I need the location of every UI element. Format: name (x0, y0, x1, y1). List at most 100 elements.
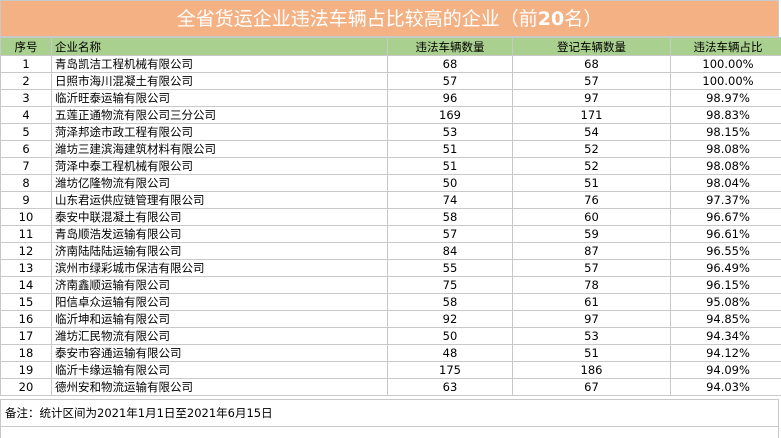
cell-registered-count[interactable]: 97 (512, 310, 671, 328)
cell-index[interactable]: 1 (0, 55, 52, 73)
cell-index[interactable]: 6 (0, 140, 52, 158)
cell-index[interactable]: 16 (0, 310, 52, 328)
cell-index[interactable]: 9 (0, 191, 52, 209)
cell-index[interactable]: 11 (0, 225, 52, 243)
cell-violation-count[interactable]: 57 (387, 72, 513, 90)
cell-violation-count[interactable]: 50 (387, 327, 513, 345)
cell-violation-ratio[interactable]: 98.83% (670, 106, 781, 124)
cell-violation-ratio[interactable]: 94.34% (670, 327, 781, 345)
cell-violation-ratio[interactable]: 96.61% (670, 225, 781, 243)
cell-company-name[interactable]: 潍坊亿隆物流有限公司 (51, 174, 388, 192)
cell-company-name[interactable]: 山东君运供应链管理有限公司 (51, 191, 388, 209)
cell-company-name[interactable]: 日照市海川混凝土有限公司 (51, 72, 388, 90)
cell-violation-count[interactable]: 51 (387, 157, 513, 175)
cell-company-name[interactable]: 泰安市容通运输有限公司 (51, 344, 388, 362)
cell-company-name[interactable]: 临沂旺泰运输有限公司 (51, 89, 388, 107)
cell-violation-ratio[interactable]: 94.12% (670, 344, 781, 362)
cell-violation-ratio[interactable]: 98.97% (670, 89, 781, 107)
cell-company-name[interactable]: 临沂坤和运输有限公司 (51, 310, 388, 328)
cell-registered-count[interactable]: 76 (512, 191, 671, 209)
cell-violation-count[interactable]: 58 (387, 293, 513, 311)
cell-violation-count[interactable]: 68 (387, 55, 513, 73)
cell-registered-count[interactable]: 78 (512, 276, 671, 294)
cell-violation-ratio[interactable]: 96.15% (670, 276, 781, 294)
cell-index[interactable]: 14 (0, 276, 52, 294)
cell-registered-count[interactable]: 67 (512, 378, 671, 396)
cell-violation-count[interactable]: 48 (387, 344, 513, 362)
header-company-name[interactable]: 企业名称 (51, 37, 388, 56)
cell-violation-ratio[interactable]: 97.37% (670, 191, 781, 209)
cell-violation-count[interactable]: 51 (387, 140, 513, 158)
cell-violation-ratio[interactable]: 98.08% (670, 157, 781, 175)
cell-violation-count[interactable]: 63 (387, 378, 513, 396)
cell-violation-count[interactable]: 74 (387, 191, 513, 209)
header-registered-count[interactable]: 登记车辆数量 (512, 37, 671, 56)
cell-violation-count[interactable]: 175 (387, 361, 513, 379)
header-index[interactable]: 序号 (0, 37, 52, 56)
cell-company-name[interactable]: 菏泽邦途市政工程有限公司 (51, 123, 388, 141)
cell-registered-count[interactable]: 57 (512, 259, 671, 277)
cell-company-name[interactable]: 济南陆陆陆运输有限公司 (51, 242, 388, 260)
cell-company-name[interactable]: 潍坊三建滨海建筑材料有限公司 (51, 140, 388, 158)
cell-violation-count[interactable]: 50 (387, 174, 513, 192)
cell-company-name[interactable]: 济南鑫顺运输有限公司 (51, 276, 388, 294)
cell-violation-count[interactable]: 75 (387, 276, 513, 294)
cell-index[interactable]: 12 (0, 242, 52, 260)
cell-index[interactable]: 3 (0, 89, 52, 107)
cell-company-name[interactable]: 青岛顺浩发运输有限公司 (51, 225, 388, 243)
cell-registered-count[interactable]: 51 (512, 344, 671, 362)
cell-violation-ratio[interactable]: 94.85% (670, 310, 781, 328)
cell-violation-ratio[interactable]: 94.09% (670, 361, 781, 379)
cell-violation-ratio[interactable]: 98.04% (670, 174, 781, 192)
cell-registered-count[interactable]: 52 (512, 157, 671, 175)
empty-grid-row[interactable] (0, 427, 779, 438)
cell-violation-ratio[interactable]: 96.55% (670, 242, 781, 260)
cell-index[interactable]: 2 (0, 72, 52, 90)
cell-violation-ratio[interactable]: 96.49% (670, 259, 781, 277)
cell-company-name[interactable]: 德州安和物流运输有限公司 (51, 378, 388, 396)
cell-violation-count[interactable]: 58 (387, 208, 513, 226)
cell-registered-count[interactable]: 97 (512, 89, 671, 107)
cell-violation-count[interactable]: 96 (387, 89, 513, 107)
cell-registered-count[interactable]: 53 (512, 327, 671, 345)
cell-company-name[interactable]: 五莲正通物流有限公司三分公司 (51, 106, 388, 124)
cell-company-name[interactable]: 滨州市绿彩城市保洁有限公司 (51, 259, 388, 277)
cell-registered-count[interactable]: 51 (512, 174, 671, 192)
cell-index[interactable]: 10 (0, 208, 52, 226)
cell-registered-count[interactable]: 186 (512, 361, 671, 379)
cell-registered-count[interactable]: 61 (512, 293, 671, 311)
cell-violation-ratio[interactable]: 94.03% (670, 378, 781, 396)
cell-index[interactable]: 15 (0, 293, 52, 311)
cell-violation-count[interactable]: 57 (387, 225, 513, 243)
cell-company-name[interactable]: 菏泽中泰工程机械有限公司 (51, 157, 388, 175)
cell-registered-count[interactable]: 87 (512, 242, 671, 260)
cell-registered-count[interactable]: 171 (512, 106, 671, 124)
cell-violation-ratio[interactable]: 98.15% (670, 123, 781, 141)
cell-violation-count[interactable]: 53 (387, 123, 513, 141)
cell-index[interactable]: 8 (0, 174, 52, 192)
cell-registered-count[interactable]: 52 (512, 140, 671, 158)
cell-index[interactable]: 20 (0, 378, 52, 396)
cell-registered-count[interactable]: 60 (512, 208, 671, 226)
cell-violation-count[interactable]: 84 (387, 242, 513, 260)
cell-violation-ratio[interactable]: 100.00% (670, 72, 781, 90)
header-violation-count[interactable]: 违法车辆数量 (387, 37, 513, 56)
cell-company-name[interactable]: 泰安中联混凝土有限公司 (51, 208, 388, 226)
cell-index[interactable]: 4 (0, 106, 52, 124)
cell-index[interactable]: 17 (0, 327, 52, 345)
cell-violation-count[interactable]: 169 (387, 106, 513, 124)
cell-violation-count[interactable]: 55 (387, 259, 513, 277)
cell-registered-count[interactable]: 68 (512, 55, 671, 73)
cell-company-name[interactable]: 青岛凯洁工程机械有限公司 (51, 55, 388, 73)
sheet-title[interactable]: 全省货运企业违法车辆占比较高的企业（前20名） (0, 0, 779, 37)
cell-index[interactable]: 18 (0, 344, 52, 362)
cell-violation-ratio[interactable]: 95.08% (670, 293, 781, 311)
cell-registered-count[interactable]: 59 (512, 225, 671, 243)
cell-index[interactable]: 7 (0, 157, 52, 175)
cell-violation-ratio[interactable]: 100.00% (670, 55, 781, 73)
cell-index[interactable]: 13 (0, 259, 52, 277)
cell-company-name[interactable]: 潍坊汇民物流有限公司 (51, 327, 388, 345)
cell-company-name[interactable]: 临沂卡缘运输有限公司 (51, 361, 388, 379)
cell-violation-ratio[interactable]: 98.08% (670, 140, 781, 158)
cell-index[interactable]: 5 (0, 123, 52, 141)
